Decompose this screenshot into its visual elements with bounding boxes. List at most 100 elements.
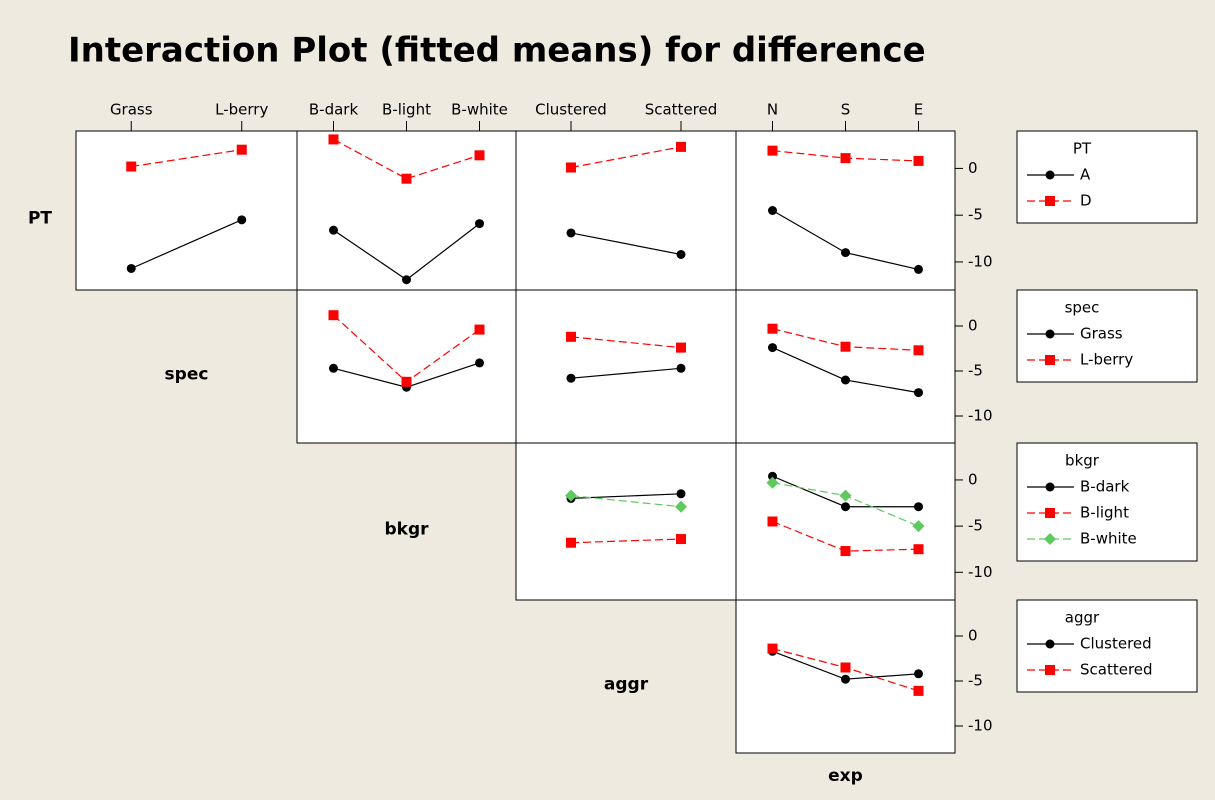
marker	[401, 376, 412, 387]
x-tick-label: N	[767, 101, 778, 119]
series-line	[570, 538, 682, 544]
legend-label: Grass	[1080, 325, 1123, 343]
marker	[913, 155, 924, 166]
marker	[126, 161, 137, 172]
marker	[401, 173, 412, 184]
y-tick-label: -10	[968, 717, 993, 735]
legend-title: PT	[1073, 140, 1092, 158]
series-line	[570, 146, 682, 169]
marker	[676, 489, 686, 499]
legend-label: B-light	[1080, 504, 1129, 522]
marker	[767, 516, 778, 527]
marker	[676, 534, 686, 545]
series-line	[570, 336, 682, 349]
marker	[914, 669, 923, 679]
marker	[566, 373, 576, 383]
marker	[768, 343, 777, 353]
x-tick-label: L-berry	[215, 101, 268, 119]
marker	[767, 145, 778, 156]
marker	[566, 228, 576, 238]
y-tick-label: 0	[968, 470, 978, 488]
x-tick-label: Grass	[110, 101, 153, 119]
y-tick-label: -5	[968, 517, 983, 535]
marker	[767, 323, 778, 334]
x-tick-label: B-white	[451, 101, 508, 119]
y-tick-label: -5	[968, 362, 983, 380]
marker	[767, 643, 778, 654]
panel	[515, 130, 737, 291]
x-tick-label: E	[914, 101, 923, 119]
marker	[329, 225, 338, 235]
series-line	[131, 219, 242, 270]
marker	[841, 248, 850, 258]
marker	[913, 685, 924, 696]
legend-label: L-berry	[1080, 351, 1133, 369]
marker	[329, 363, 338, 373]
legend-marker	[1045, 170, 1055, 180]
marker	[566, 331, 576, 342]
panel	[75, 130, 298, 291]
x-tick-label: B-dark	[309, 101, 359, 119]
marker	[914, 388, 923, 398]
marker	[676, 141, 686, 152]
y-tick-label: 0	[968, 317, 978, 335]
marker	[675, 500, 687, 513]
legend-marker	[1044, 533, 1056, 545]
marker	[913, 345, 924, 356]
legend-box	[1016, 130, 1198, 224]
y-tick-label: -5	[968, 672, 983, 690]
marker	[840, 153, 851, 164]
y-tick-label: -10	[968, 407, 993, 425]
marker	[912, 520, 925, 533]
marker	[475, 358, 484, 368]
panel	[515, 289, 737, 444]
legend-label: Clustered	[1080, 635, 1152, 653]
marker	[676, 363, 686, 373]
legend-title: aggr	[1065, 609, 1100, 627]
legend-title: bkgr	[1065, 452, 1100, 470]
x-tick-label: S	[841, 101, 851, 119]
series-line	[333, 138, 480, 180]
legend-marker	[1045, 355, 1055, 365]
y-tick-label: -10	[968, 563, 993, 581]
legend-label: D	[1080, 192, 1092, 210]
marker	[913, 544, 924, 555]
marker	[565, 489, 577, 502]
marker	[839, 489, 852, 502]
series-line	[570, 367, 682, 379]
factor-label: PT	[28, 209, 52, 229]
marker	[676, 249, 686, 259]
x-tick-label: Scattered	[645, 101, 718, 119]
legend-marker	[1045, 639, 1055, 649]
marker	[475, 219, 484, 229]
legend-label: B-white	[1080, 530, 1137, 548]
marker	[474, 324, 485, 335]
legend-marker	[1045, 482, 1055, 492]
panel	[735, 289, 956, 444]
x-tick-label: Clustered	[535, 101, 607, 119]
marker	[676, 342, 686, 353]
series-line	[570, 232, 682, 256]
legend-title: spec	[1065, 299, 1100, 317]
series-line	[570, 495, 682, 508]
marker	[766, 476, 779, 489]
legend-marker	[1045, 508, 1055, 518]
marker	[474, 150, 485, 161]
marker	[566, 537, 576, 548]
marker	[402, 275, 411, 285]
series-line	[131, 149, 242, 168]
x-tick-label: B-light	[382, 101, 431, 119]
marker	[914, 264, 923, 274]
factor-label: spec	[165, 365, 209, 385]
factor-label: aggr	[604, 675, 649, 695]
chart-title: Interaction Plot (fitted means) for diff…	[68, 31, 926, 71]
legend-marker	[1045, 329, 1055, 339]
marker	[566, 162, 576, 173]
marker	[126, 263, 136, 273]
legend-marker	[1045, 665, 1055, 675]
legend-marker	[1045, 196, 1055, 206]
marker	[840, 662, 851, 673]
y-tick-label: -5	[968, 206, 983, 224]
marker	[328, 134, 339, 145]
